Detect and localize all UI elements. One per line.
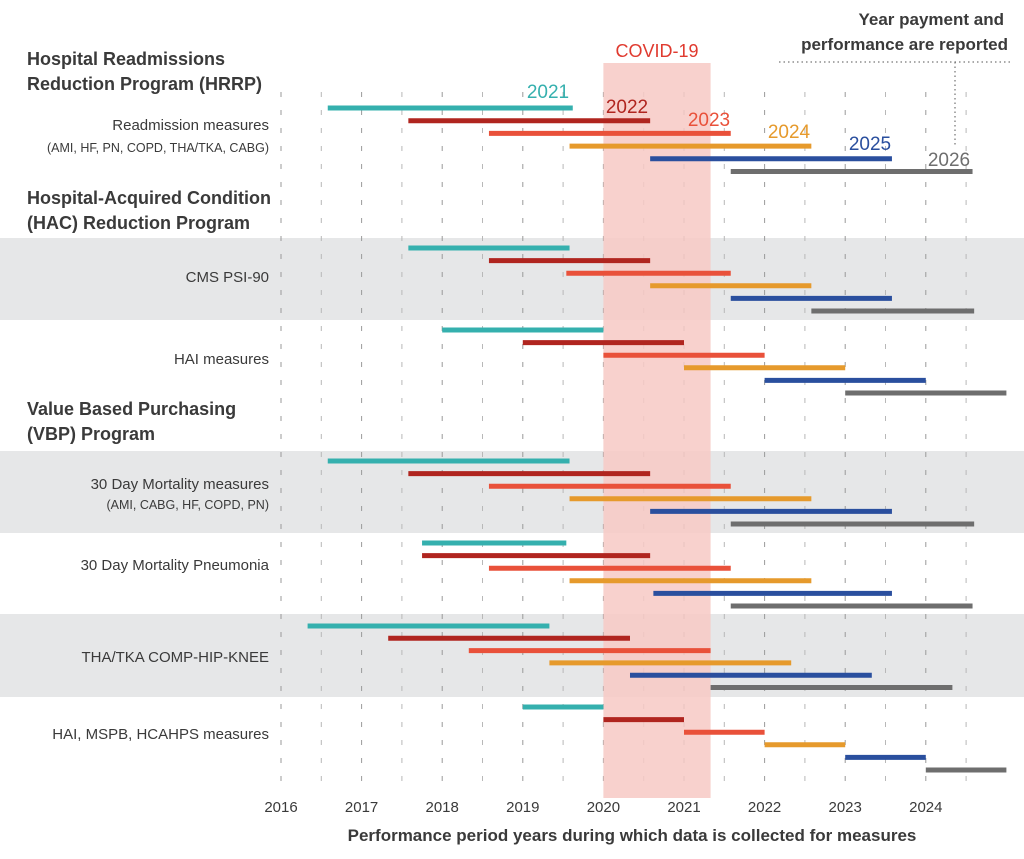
row-bands <box>0 238 1024 697</box>
section-title: (VBP) Program <box>27 424 155 444</box>
x-tick-label: 2018 <box>426 799 459 816</box>
section-title: Reduction Program (HRRP) <box>27 74 262 94</box>
row-band <box>0 238 1024 320</box>
x-tick-label: 2020 <box>587 799 620 816</box>
measure-label: CMS PSI-90 <box>186 269 269 286</box>
measure-label: HAI, MSPB, HCAHPS measures <box>52 726 269 743</box>
legend-label-2024: 2024 <box>768 122 811 143</box>
x-tick-label: 2024 <box>909 799 942 816</box>
section-title: Hospital-Acquired Condition <box>27 188 271 208</box>
measure-label: HAI measures <box>174 351 269 368</box>
bars <box>307 105 1007 773</box>
measure-sublabel: (AMI, CABG, HF, COPD, PN) <box>106 498 269 512</box>
x-tick-label: 2016 <box>264 799 297 816</box>
measure-label: THA/TKA COMP-HIP-KNEE <box>81 649 269 666</box>
section-title: Hospital Readmissions <box>27 49 225 69</box>
legend-label-2021: 2021 <box>527 82 569 103</box>
gridlines <box>280 92 967 785</box>
covid-label: COVID-19 <box>615 41 698 61</box>
measure-label: 30 Day Mortality Pneumonia <box>81 557 270 574</box>
note-leader-line <box>779 61 1010 145</box>
labels: Hospital Readmissions Reduction Program (… <box>27 49 271 743</box>
section-title: Value Based Purchasing <box>27 399 236 419</box>
measure-label: Readmission measures <box>112 117 269 134</box>
covid-band <box>603 63 711 798</box>
x-tick-label: 2022 <box>748 799 781 816</box>
note-line-1: Year payment and <box>858 10 1004 29</box>
measure-sublabel: (AMI, HF, PN, COPD, THA/TKA, CABG) <box>47 141 269 155</box>
legend-label-2022: 2022 <box>606 97 648 118</box>
legend-label-2026: 2026 <box>928 150 970 171</box>
note-line-2: performance are reported <box>801 35 1008 54</box>
x-tick-label: 2019 <box>506 799 539 816</box>
x-axis-label: Performance period years during which da… <box>348 826 917 845</box>
x-tick-label: 2023 <box>829 799 862 816</box>
x-axis-ticks: 2016 2017 2018 2019 2020 2021 2022 2023 2024 <box>264 799 942 816</box>
legend-label-2025: 2025 <box>849 134 891 155</box>
x-tick-label: 2021 <box>667 799 700 816</box>
legend: 2021 2022 2023 2024 2025 2026 <box>527 82 970 171</box>
measure-label: 30 Day Mortality measures <box>91 476 269 493</box>
x-tick-label: 2017 <box>345 799 378 816</box>
row-band <box>0 451 1024 533</box>
section-title: (HAC) Reduction Program <box>27 213 250 233</box>
legend-label-2023: 2023 <box>688 110 730 131</box>
